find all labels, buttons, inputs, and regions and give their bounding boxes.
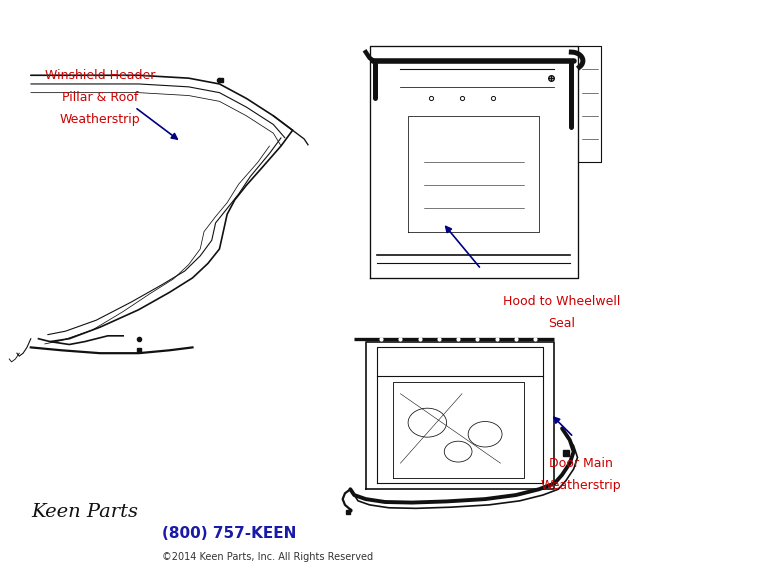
Text: Weatherstrip: Weatherstrip [541,479,621,492]
Text: Door Main: Door Main [550,457,613,470]
Text: Weatherstrip: Weatherstrip [60,113,140,126]
Text: Hood to Wheelwell: Hood to Wheelwell [504,295,621,308]
Text: Keen Parts: Keen Parts [31,503,138,521]
Text: (800) 757-KEEN: (800) 757-KEEN [162,526,296,541]
Text: Seal: Seal [548,317,576,330]
Text: Winshield Header: Winshield Header [45,69,156,82]
Text: Pillar & Roof: Pillar & Roof [62,91,139,104]
Text: ©2014 Keen Parts, Inc. All Rights Reserved: ©2014 Keen Parts, Inc. All Rights Reserv… [162,552,373,562]
